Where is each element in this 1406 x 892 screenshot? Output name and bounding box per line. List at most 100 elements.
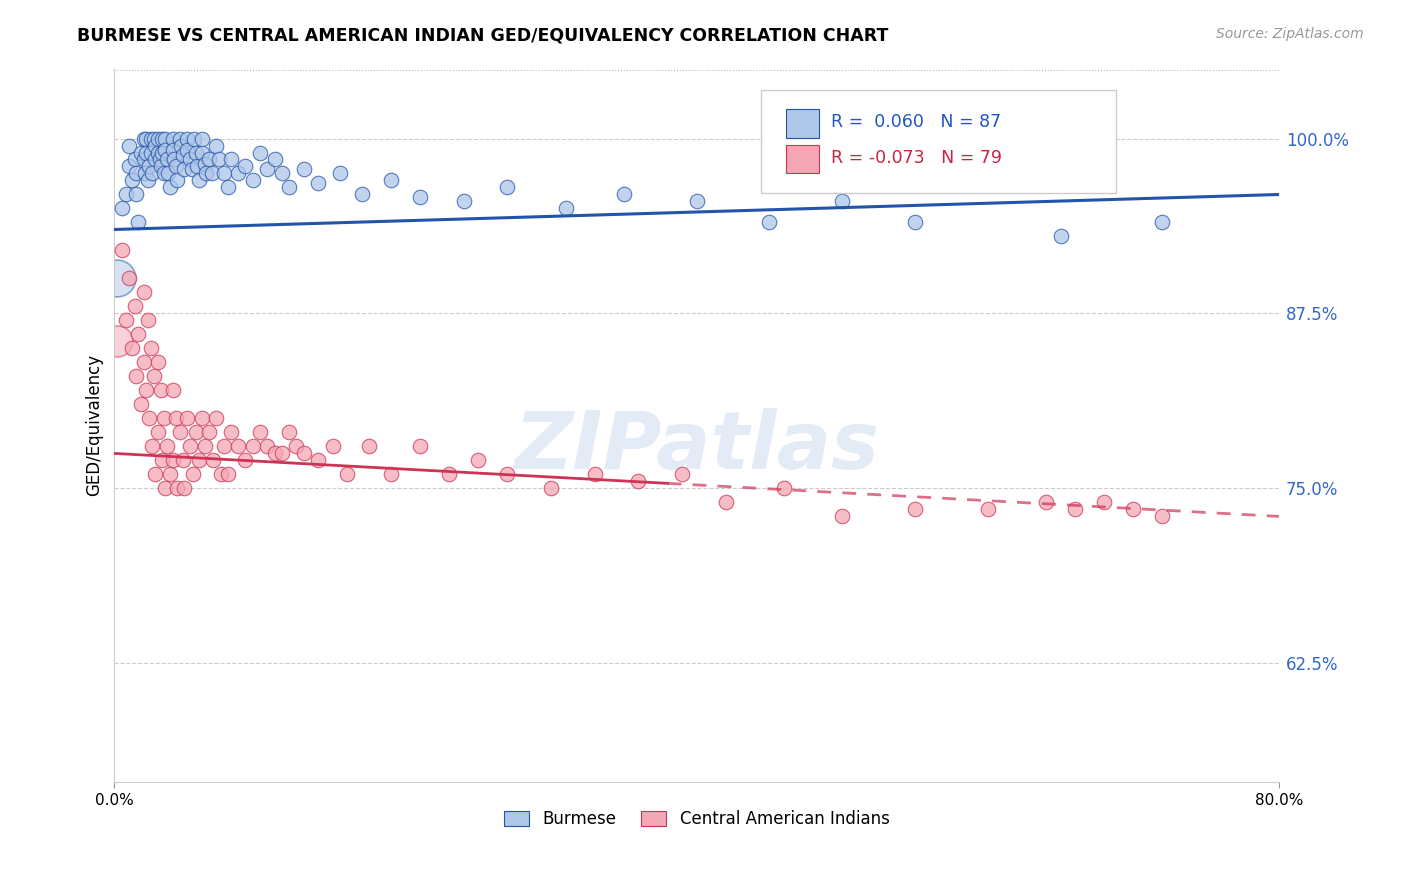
Point xyxy=(132,131,155,145)
Point xyxy=(166,482,188,496)
Point xyxy=(1064,502,1087,516)
Point xyxy=(831,194,853,209)
Point xyxy=(129,397,152,411)
Point xyxy=(141,167,163,181)
Point xyxy=(904,215,927,229)
Point xyxy=(285,439,308,453)
Point xyxy=(142,369,165,384)
Point xyxy=(256,439,278,453)
Point xyxy=(831,509,853,524)
Point xyxy=(1122,502,1144,516)
Point xyxy=(111,244,134,258)
Point xyxy=(162,131,184,145)
Point xyxy=(212,167,235,181)
Point xyxy=(138,411,160,425)
Point xyxy=(163,153,186,167)
Point xyxy=(235,160,257,174)
Point xyxy=(173,162,195,177)
Point xyxy=(256,162,278,177)
Point xyxy=(359,439,381,453)
Point xyxy=(162,143,184,157)
Point xyxy=(111,202,134,216)
Point xyxy=(540,482,562,496)
Point xyxy=(143,138,166,153)
Point xyxy=(136,313,159,327)
Point xyxy=(1035,495,1057,509)
Point xyxy=(156,439,179,453)
Point xyxy=(146,425,169,440)
Point xyxy=(125,167,148,181)
Point xyxy=(409,439,432,453)
Point xyxy=(226,439,249,453)
Point xyxy=(143,153,166,167)
Point xyxy=(173,482,195,496)
Point xyxy=(278,180,301,194)
Point xyxy=(249,145,271,160)
Point xyxy=(115,187,138,202)
Point xyxy=(773,482,796,496)
Point xyxy=(685,194,707,209)
Point xyxy=(292,162,315,177)
Point xyxy=(170,138,193,153)
Point xyxy=(1152,215,1174,229)
Point xyxy=(150,160,173,174)
Point xyxy=(209,467,232,482)
Point xyxy=(141,439,163,453)
Point xyxy=(1092,495,1115,509)
Point xyxy=(142,131,165,145)
Point xyxy=(453,194,475,209)
Point xyxy=(467,453,489,467)
Point xyxy=(904,502,927,516)
Point xyxy=(139,131,162,145)
Point xyxy=(157,167,180,181)
Point xyxy=(437,467,460,482)
Point xyxy=(190,411,212,425)
Point xyxy=(135,131,157,145)
Point xyxy=(105,334,128,349)
Point xyxy=(336,467,359,482)
Point xyxy=(134,167,156,181)
Point xyxy=(176,131,198,145)
Point xyxy=(118,160,141,174)
Point xyxy=(115,313,138,327)
Point xyxy=(201,167,224,181)
Point xyxy=(124,300,146,314)
Point xyxy=(554,202,576,216)
Point xyxy=(132,355,155,369)
FancyBboxPatch shape xyxy=(761,90,1116,194)
Point xyxy=(217,467,239,482)
Point xyxy=(190,131,212,145)
Point xyxy=(176,411,198,425)
Point xyxy=(409,190,432,204)
Point xyxy=(194,157,217,171)
Point xyxy=(187,453,209,467)
Point xyxy=(176,143,198,157)
FancyBboxPatch shape xyxy=(786,145,818,173)
Point xyxy=(278,425,301,440)
Point xyxy=(205,138,228,153)
Point xyxy=(146,131,169,145)
Point xyxy=(180,162,202,177)
Point xyxy=(270,167,292,181)
Point xyxy=(583,467,606,482)
Text: R = -0.073   N = 79: R = -0.073 N = 79 xyxy=(831,149,1001,167)
Point xyxy=(159,180,181,194)
Point xyxy=(329,167,352,181)
Point xyxy=(125,187,148,202)
Point xyxy=(152,145,174,160)
Point xyxy=(202,453,225,467)
Point xyxy=(249,425,271,440)
Point xyxy=(169,131,191,145)
Point xyxy=(132,153,155,167)
Point xyxy=(186,160,208,174)
Point xyxy=(148,153,170,167)
Point xyxy=(152,131,174,145)
Point xyxy=(263,446,285,460)
Point xyxy=(146,355,169,369)
Point xyxy=(162,453,184,467)
Point xyxy=(132,285,155,300)
Point xyxy=(219,153,242,167)
Point xyxy=(194,439,217,453)
Point xyxy=(153,411,176,425)
Point xyxy=(226,167,249,181)
